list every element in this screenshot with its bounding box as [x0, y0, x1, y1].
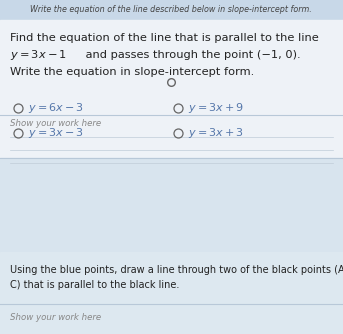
Text: Find the equation of the line that is parallel to the line: Find the equation of the line that is pa…	[10, 33, 319, 43]
Text: Write the equation in slope-intercept form.: Write the equation in slope-intercept fo…	[10, 67, 254, 77]
Text: $y = 6x - 3$: $y = 6x - 3$	[28, 101, 84, 115]
Text: $y = 3x - 1$: $y = 3x - 1$	[10, 48, 67, 62]
Text: Write the equation of the line described below in slope-intercept form.: Write the equation of the line described…	[30, 5, 312, 14]
Bar	[0, 252, 343, 334]
Text: C) that is parallel to the black line.: C) that is parallel to the black line.	[10, 280, 179, 290]
Text: Show your work here: Show your work here	[10, 120, 101, 129]
Bar	[168, 83, 174, 88]
Bar	[0, 158, 343, 170]
Bar	[0, 20, 343, 160]
Text: and passes through the point (−1, 0).: and passes through the point (−1, 0).	[82, 50, 300, 60]
Bar	[0, 0, 343, 20]
Text: $y = 3x + 9$: $y = 3x + 9$	[188, 101, 244, 115]
Text: $y = 3x + 3$: $y = 3x + 3$	[188, 126, 244, 140]
Text: Using the blue points, draw a line through two of the black points (A, B, or: Using the blue points, draw a line throu…	[10, 265, 343, 275]
Bar	[0, 88, 343, 158]
Text: $y = 3x - 3$: $y = 3x - 3$	[28, 126, 84, 140]
Text: Show your work here: Show your work here	[10, 314, 101, 323]
